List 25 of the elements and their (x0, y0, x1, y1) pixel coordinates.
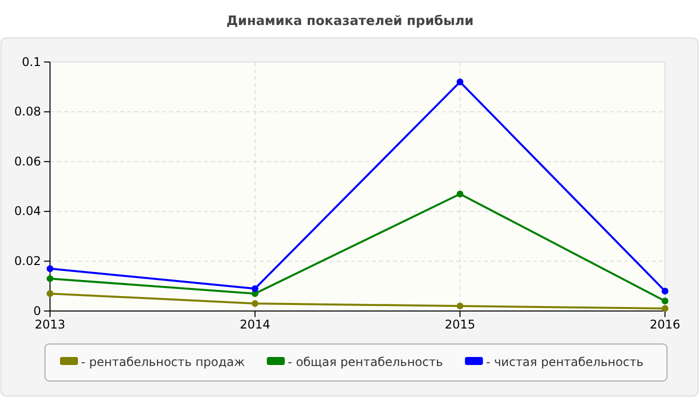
x-tick-label: 2014 (240, 318, 270, 332)
y-tick-label: 0.08 (14, 104, 41, 119)
legend-label: - чистая рентабельность (486, 355, 644, 369)
y-tick-label: 0.1 (22, 54, 41, 69)
point (46, 275, 54, 282)
x-tick-label: 2013 (34, 318, 66, 332)
y-tick-label: 0.06 (14, 154, 41, 168)
point (46, 290, 54, 297)
point (46, 265, 54, 272)
point (662, 298, 668, 304)
point (662, 305, 668, 312)
y-tick-label: 0 (33, 304, 41, 318)
point (456, 78, 464, 86)
x-tick-label: 2015 (444, 318, 476, 332)
chart-title: Динамика показателей прибыли (226, 14, 474, 29)
x-tick-label: 2016 (650, 318, 680, 332)
point (456, 302, 464, 310)
y-tick-label: 0.02 (14, 254, 41, 268)
point (456, 190, 464, 198)
point (252, 300, 258, 307)
point (662, 288, 668, 294)
y-tick-label: 0.04 (14, 204, 41, 218)
legend-label: - общая рентабельность (288, 355, 443, 369)
point (252, 285, 258, 292)
legend-label: - рентабельность продаж (81, 355, 245, 369)
